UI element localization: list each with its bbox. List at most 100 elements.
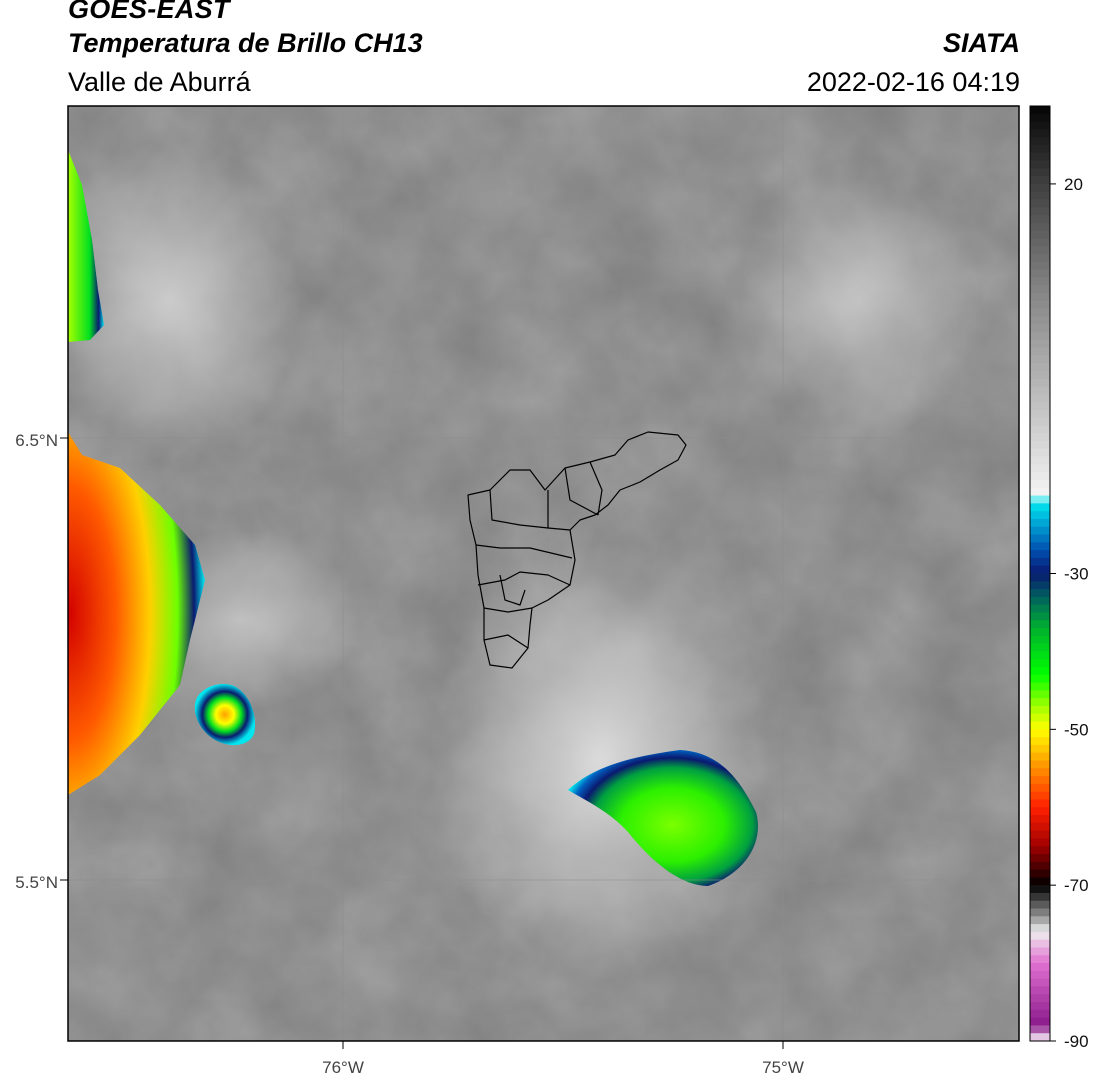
colorbar-segment [1030, 877, 1050, 886]
colorbar-segment [1030, 230, 1050, 240]
colorbar-segment [1030, 744, 1050, 754]
graticule [68, 106, 1019, 1041]
lat-label: 6.5°N [15, 431, 58, 450]
colorbar-segment [1030, 144, 1050, 154]
colorbar-segment [1030, 106, 1050, 115]
colorbar-segment [1030, 456, 1050, 466]
colorbar-segment [1030, 892, 1050, 902]
colorbar-segment [1030, 854, 1050, 863]
colorbar-segment [1030, 254, 1050, 263]
map-frame [67, 105, 1020, 1042]
colorbar-ticks: 20 -30 -50 -70 -90 [1050, 175, 1089, 1051]
colorbar-segment [1030, 394, 1050, 403]
colorbar-segment [1030, 885, 1050, 894]
colorbar-segment [1030, 713, 1050, 723]
colorbar-segment [1030, 931, 1050, 941]
colorbar-segment [1030, 285, 1050, 294]
colorbar-segment [1030, 402, 1050, 411]
colorbar-segment [1030, 783, 1050, 793]
colorbar-segment [1030, 1033, 1050, 1042]
lon-label: 75°W [762, 1058, 804, 1077]
colorbar-segment [1030, 215, 1050, 224]
cold-cloud-top-small [194, 683, 256, 746]
colorbar-segment [1030, 760, 1050, 769]
colorbar-segment [1030, 690, 1050, 699]
colorbar-segment [1030, 620, 1050, 629]
colorbar-segment [1030, 635, 1050, 645]
organization-label: SIATA [943, 28, 1020, 58]
colorbar-segment [1030, 1025, 1050, 1034]
colorbar-segment [1030, 160, 1050, 169]
colorbar-segment [1030, 643, 1050, 653]
colorbar-segment [1030, 604, 1050, 614]
colorbar-segment [1030, 511, 1050, 520]
colorbar-segment [1030, 628, 1050, 637]
colorbar-segment [1030, 378, 1050, 388]
colorbar-segment [1030, 861, 1050, 871]
colorbar-segment [1030, 355, 1050, 364]
colorbar-segment [1030, 269, 1050, 279]
colorbar-segment [1030, 121, 1050, 130]
colorbar-segment [1030, 370, 1050, 380]
colorbar-segment [1030, 363, 1050, 372]
colorbar-segment [1030, 869, 1050, 878]
colorbar-segment [1030, 137, 1050, 146]
colorbar-segment [1030, 300, 1050, 310]
colorbar-segment [1030, 347, 1050, 356]
colorbar-segment [1030, 441, 1050, 450]
colorbar-segment [1030, 534, 1050, 543]
colorbar-segment [1030, 176, 1050, 185]
colorbar-segment [1030, 659, 1050, 668]
colorbar-tick-label: -70 [1064, 876, 1089, 895]
colorbar-segment [1030, 900, 1050, 910]
colorbar-segment [1030, 955, 1050, 964]
colorbar-segment [1030, 542, 1050, 551]
lat-label: 5.5°N [15, 873, 58, 892]
colorbar-segment [1030, 822, 1050, 832]
colorbar-segment [1030, 518, 1050, 528]
colorbar-segment [1030, 986, 1050, 995]
region-label: Valle de Aburrá [68, 67, 251, 97]
colorbar-segment [1030, 207, 1050, 216]
colorbar-segment [1030, 308, 1050, 317]
colorbar-segment [1030, 581, 1050, 590]
colorbar [1029, 105, 1051, 1042]
colorbar-segment [1030, 557, 1050, 567]
colorbar-segment [1030, 721, 1050, 730]
colorbar-segment [1030, 526, 1050, 536]
colorbar-segment [1030, 729, 1050, 738]
colorbar-segment [1030, 565, 1050, 575]
colorbar-segment [1030, 448, 1050, 458]
colorbar-segment [1030, 331, 1050, 341]
colorbar-segment [1030, 464, 1050, 473]
colorbar-segment [1030, 705, 1050, 715]
colorbar-segment [1030, 768, 1050, 777]
colorbar-segment [1030, 324, 1050, 333]
colorbar-segment [1030, 752, 1050, 762]
colorbar-segment [1030, 238, 1050, 247]
colorbar-segment [1030, 776, 1050, 785]
colorbar-segment [1030, 191, 1050, 201]
colorbar-segment [1030, 807, 1050, 816]
colorbar-segment [1030, 830, 1050, 840]
colorbar-segment [1030, 152, 1050, 162]
colorbar-segment [1030, 589, 1050, 598]
colorbar-segment [1030, 480, 1050, 489]
cold-cloud-top-south [568, 750, 758, 886]
colorbar-segment [1030, 838, 1050, 847]
colorbar-segment [1030, 1009, 1050, 1019]
brightness-temperature-field [68, 106, 1019, 1041]
colorbar-segment [1030, 939, 1050, 949]
satellite-title: GOES-EAST [68, 0, 230, 24]
colorbar-segment [1030, 908, 1050, 917]
colorbar-segment [1030, 495, 1050, 504]
colorbar-segment [1030, 1002, 1050, 1011]
colorbar-segment [1030, 963, 1050, 972]
colorbar-segment [1030, 487, 1050, 497]
colorbar-segment [1030, 472, 1050, 481]
colorbar-segment [1030, 970, 1050, 980]
colorbar-segment [1030, 994, 1050, 1003]
colorbar-tick-label: 20 [1064, 175, 1083, 194]
product-title: Temperatura de Brillo CH13 [68, 28, 423, 58]
colorbar-segment [1030, 183, 1050, 193]
